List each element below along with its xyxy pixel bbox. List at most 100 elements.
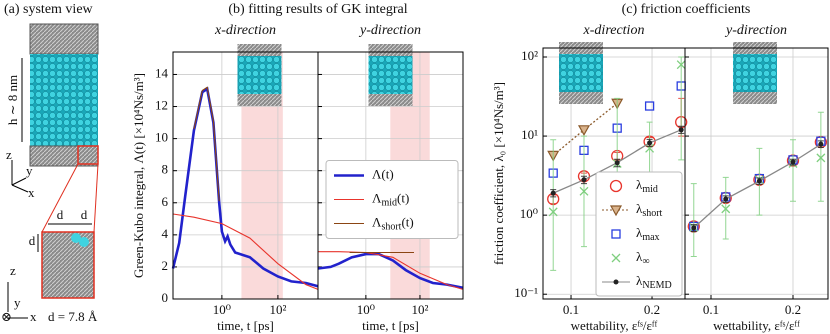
marker — [614, 160, 620, 166]
marker — [676, 60, 686, 70]
inset-wall — [559, 92, 603, 104]
panel-title: (b) fitting results of GK integral — [228, 2, 407, 17]
zoom-line — [41, 163, 79, 233]
error-bar — [817, 111, 824, 202]
error-bar — [690, 183, 697, 257]
wall-top — [29, 23, 99, 55]
spacing-label: d — [81, 207, 88, 222]
x-tick-label: 0.2 — [785, 302, 801, 317]
zoom-box — [77, 145, 99, 165]
inset-fluid — [237, 56, 282, 94]
axis-label: z — [10, 263, 16, 278]
fluid — [30, 54, 98, 146]
marker — [644, 101, 655, 111]
y-tick-label: 4 — [162, 226, 169, 241]
inset-fluid — [733, 54, 777, 92]
plot-frame — [317, 51, 464, 300]
legend-label: λ∞ — [636, 249, 649, 267]
legend-label: λmid — [636, 177, 658, 195]
y-tick-label: 14 — [155, 65, 169, 80]
inset-wall — [237, 94, 282, 106]
panel-title: (a) system view — [4, 2, 94, 17]
x-tick-label: 0.2 — [644, 302, 660, 317]
y-axis-label: Green-Kubo integral, Λ(t) [×10⁴Ns/m³] — [131, 73, 146, 278]
spacing-label: d — [57, 207, 64, 222]
legend-marker — [609, 205, 623, 217]
molecule — [71, 233, 81, 243]
y-tick-label: 10⁻¹ — [514, 285, 538, 300]
inset-wall — [368, 94, 413, 106]
plot-frame — [684, 47, 829, 300]
error-bar — [678, 56, 685, 161]
series-line — [317, 252, 464, 290]
inset-wall — [237, 44, 282, 56]
height-label: h ∼ 8 nm — [5, 75, 20, 125]
marker — [818, 141, 824, 147]
legend-marker — [611, 229, 621, 239]
spacing-label: d — [29, 233, 36, 248]
series-line — [193, 86, 220, 202]
inset-wall — [368, 44, 413, 56]
legend-box — [595, 171, 683, 297]
system-illustration: (a) system view h ∼ 8 nm z y x d d d z y… — [1, 2, 99, 324]
marker — [548, 207, 558, 217]
y-tick-label: 10 — [155, 130, 168, 145]
legend-label: λNEMD — [636, 273, 672, 291]
inset-fluid — [368, 56, 413, 94]
legend-label: Λ(t) — [372, 166, 394, 181]
y-tick-label: 10⁰ — [520, 206, 538, 221]
axis-label: x — [28, 185, 35, 200]
subplot-title: x-direction — [583, 23, 645, 38]
x-tick-label: 10² — [412, 302, 429, 317]
y-axis-label: friction coefficient, λ₀ [×10⁴Ns/m³] — [491, 82, 506, 265]
legend-label: λmax — [636, 225, 660, 243]
panel-title: (c) friction coefficients — [622, 2, 751, 17]
x-axis-label: wettability, εᶠˢ/εᶠᶠ — [571, 318, 658, 333]
y-tick-label: 10² — [521, 48, 538, 63]
x-axis-label: time, t [ps] — [362, 318, 419, 333]
y-tick-label: 12 — [155, 98, 168, 113]
y-tick-label: 0 — [162, 290, 169, 305]
axis-arrow — [11, 177, 27, 186]
zoom-line — [93, 163, 99, 233]
marker — [721, 204, 731, 214]
marker — [645, 143, 655, 153]
marker — [577, 125, 591, 137]
y-tick-label: 10¹ — [521, 127, 538, 142]
x-tick-label: 10⁰ — [357, 302, 375, 317]
x-tick-label: 10⁰ — [213, 302, 231, 317]
y-tick-label: 8 — [162, 162, 169, 177]
marker — [756, 178, 762, 184]
legend-marker — [613, 279, 619, 285]
error-bar — [550, 139, 557, 271]
y-tick-label: 2 — [162, 258, 169, 273]
marker — [581, 177, 587, 183]
y-tick-label: 6 — [162, 194, 169, 209]
lattice-label: d = 7.8 Å — [48, 309, 98, 324]
axis-arrow — [11, 184, 29, 193]
legend-label: Λshort(t) — [372, 214, 414, 232]
molecule — [79, 237, 89, 247]
error-bar — [789, 139, 796, 202]
x-axis-label: wettability, εᶠˢ/εᶠᶠ — [713, 318, 800, 333]
x-tick-label: 0.1 — [563, 302, 579, 317]
marker — [678, 127, 684, 133]
marker — [691, 225, 697, 231]
series-line — [318, 251, 464, 290]
axis-label: ⊗ — [1, 309, 12, 324]
inset-wall — [733, 92, 777, 104]
marker — [647, 140, 653, 146]
marker — [550, 190, 556, 196]
axis-label: y — [14, 295, 21, 310]
legend-label: λshort — [636, 201, 663, 219]
marker — [816, 153, 826, 163]
series-line — [171, 86, 319, 288]
x-tick-label: 0.1 — [703, 302, 719, 317]
wall-bottom — [29, 145, 99, 167]
subplot-title: x-direction — [214, 23, 276, 38]
axis-label: x — [30, 309, 37, 324]
inset-fluid — [559, 54, 603, 92]
subplot-title: y-direction — [724, 23, 787, 38]
marker — [790, 159, 796, 165]
